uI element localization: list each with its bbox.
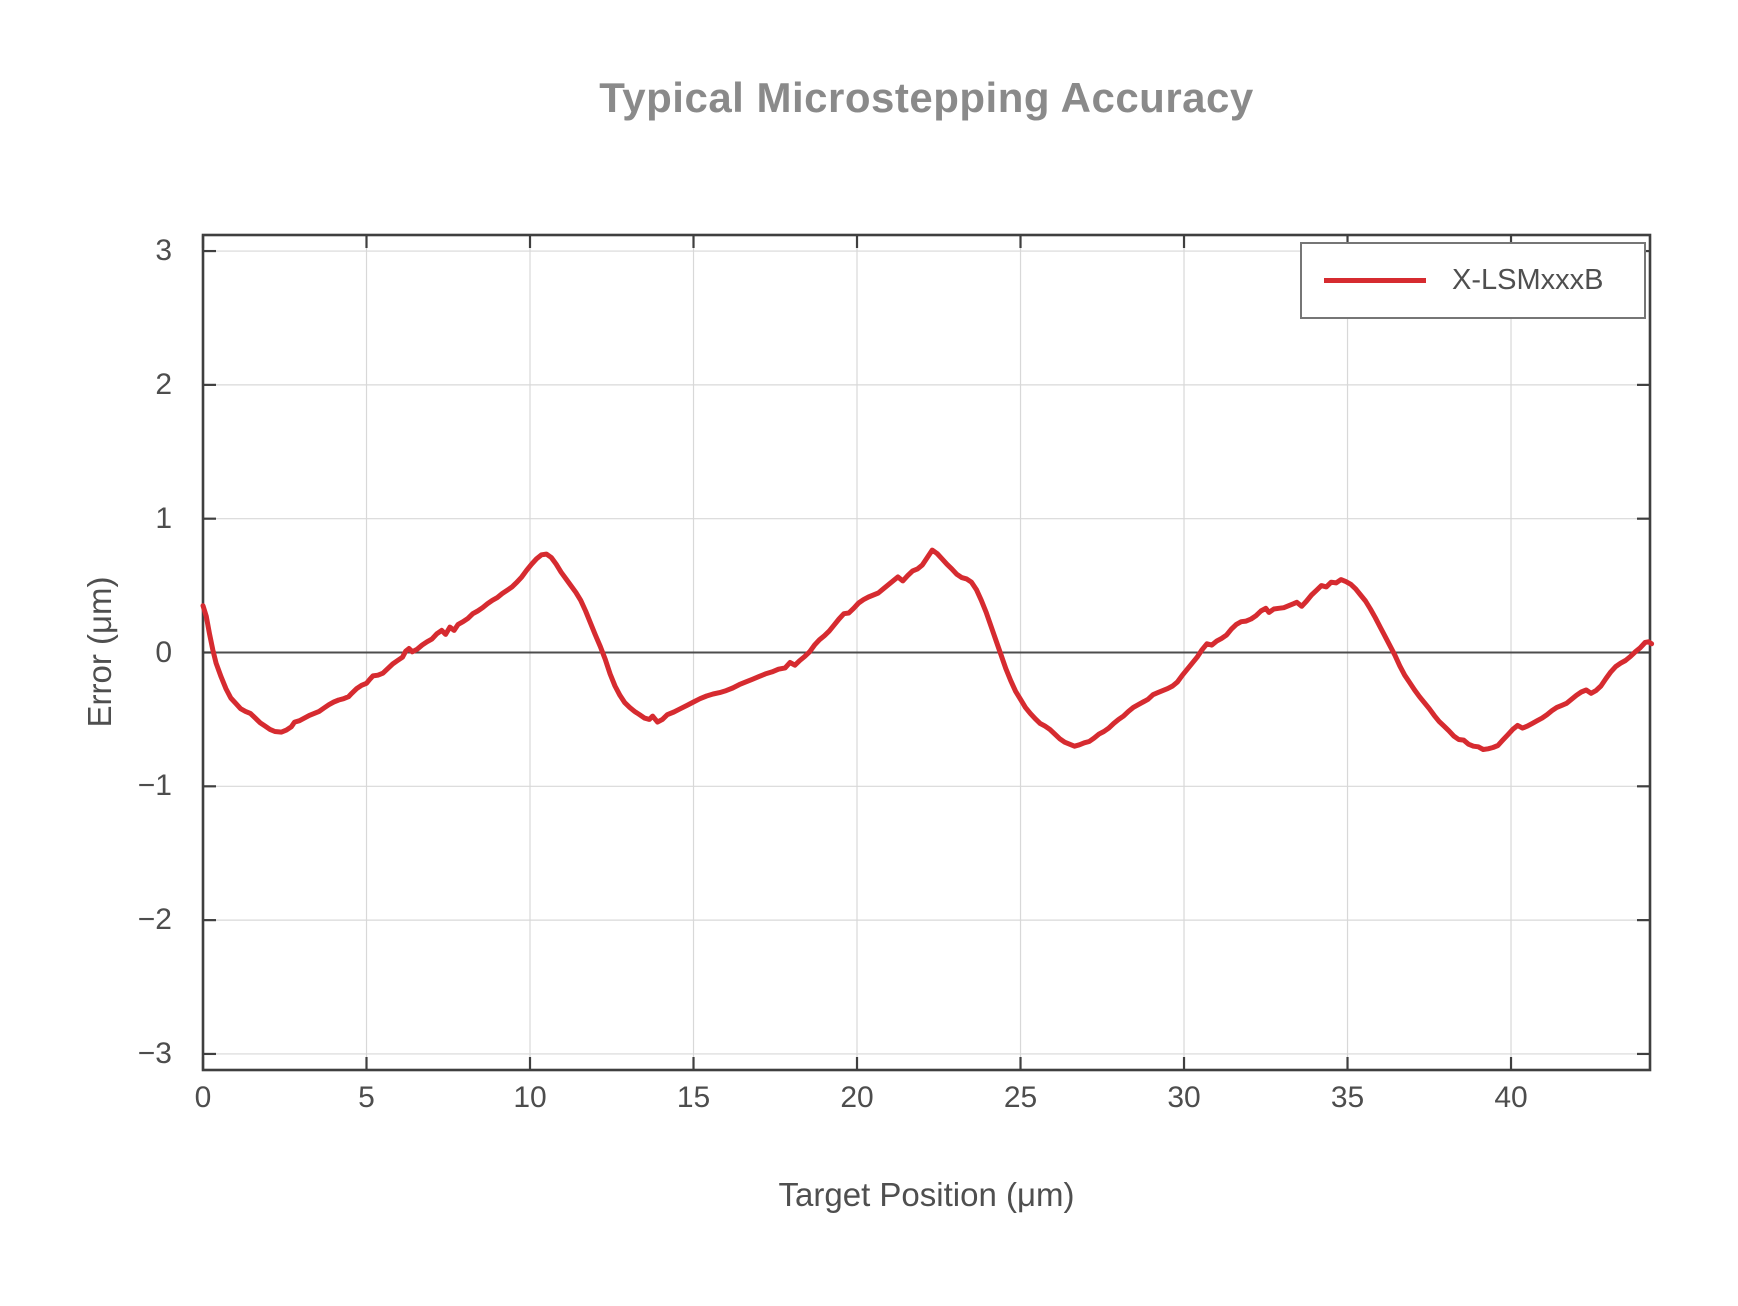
y-tick-label: 0	[155, 635, 172, 669]
x-tick-label: 10	[513, 1081, 547, 1114]
x-tick-label: 40	[1494, 1081, 1528, 1114]
x-tick-label: 15	[676, 1081, 711, 1114]
y-tick-label: 2	[155, 367, 172, 401]
y-tick-label: 3	[155, 234, 172, 268]
plot-frame	[201, 233, 1652, 1072]
y-tick-label: −1	[137, 769, 172, 803]
y-tick-label: −2	[137, 903, 172, 937]
legend: X-LSMxxxB	[1300, 242, 1646, 319]
x-tick-label: 5	[358, 1081, 375, 1114]
x-tick-label: 0	[194, 1081, 212, 1114]
legend-line-sample	[1324, 278, 1426, 283]
legend-label: X-LSMxxxB	[1452, 264, 1604, 296]
series-line	[200, 547, 1655, 752]
x-tick-label: 25	[1003, 1081, 1038, 1114]
x-tick-label: 35	[1330, 1081, 1365, 1114]
x-axis-label: Target Position (μm)	[778, 1176, 1075, 1213]
chart-title: Typical Microstepping Accuracy	[599, 74, 1254, 121]
x-tick-label: 20	[840, 1081, 874, 1114]
y-tick-label: −3	[137, 1036, 172, 1070]
y-tick-label: 1	[155, 501, 172, 535]
x-tick-label: 30	[1167, 1081, 1201, 1114]
